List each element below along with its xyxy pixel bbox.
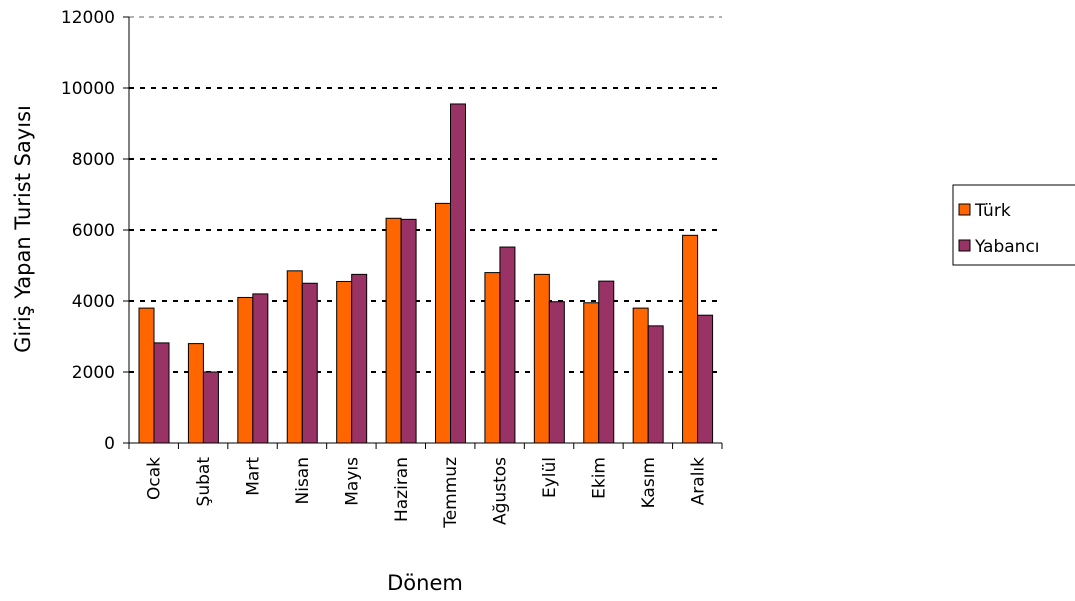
y-tick-label: 0	[104, 434, 115, 454]
bar-yabanci-mayis	[351, 273, 368, 444]
y-tick-label: 4000	[72, 292, 115, 312]
axes	[123, 16, 723, 449]
y-tick-label: 8000	[72, 150, 115, 170]
bar-turk-temmuz	[435, 202, 451, 444]
y-tick-label: 6000	[72, 221, 115, 241]
bar-turk-ocak	[138, 307, 155, 444]
legend-label-yabanci: Yabancı	[974, 237, 1040, 257]
bar-turk-subat	[187, 343, 204, 444]
bar-yabanci-eylul	[548, 301, 565, 444]
bar-yabanci-mart	[252, 293, 269, 444]
bar-yabanci-temmuz	[450, 103, 466, 444]
x-category-label: Mart	[244, 457, 264, 496]
x-category-label: Temmuz	[441, 457, 461, 529]
y-tick-label: 12000	[61, 8, 115, 28]
bar-turk-haziran	[385, 217, 402, 444]
bar-yabanci-nisan	[301, 282, 318, 444]
x-category-label: Ekim	[589, 457, 609, 499]
y-axis-title: Giriş Yapan Turist Sayısı	[11, 105, 35, 353]
legend-swatch-turk	[958, 203, 971, 216]
bar-turk-mayis	[336, 280, 353, 444]
bar-yabanci-kasim	[647, 325, 664, 444]
x-axis-title: Dönem	[387, 571, 463, 595]
x-category-label: Aralık	[688, 457, 708, 505]
legend: Türk Yabancı	[952, 184, 1075, 266]
bar-turk-eylul	[533, 273, 550, 444]
bar-turk-aralik	[682, 234, 699, 444]
bar-turk-nisan	[286, 270, 303, 444]
x-category-labels: Ocak Şubat Mart Nisan Mayıs Haziran Temmuz Ağus…	[145, 457, 709, 529]
bar-yabanci-subat	[202, 371, 219, 444]
bar-turk-mart	[237, 296, 254, 444]
bar-turk-agustos	[484, 272, 501, 444]
bar-yabanci-ocak	[153, 342, 170, 444]
x-category-label: Haziran	[392, 457, 412, 522]
bar-yabanci-aralik	[697, 314, 714, 444]
x-category-label: Eylül	[540, 457, 560, 498]
bar-yabanci-ekim	[598, 280, 615, 444]
legend-frame	[952, 184, 1075, 266]
x-category-label: Nisan	[293, 457, 313, 505]
x-category-label: Kasım	[639, 457, 659, 508]
legend-swatch-yabanci	[958, 239, 971, 252]
bar-turk-kasim	[632, 307, 649, 444]
gridlines	[129, 16, 722, 373]
y-tick-label: 10000	[61, 79, 115, 99]
legend-label-turk: Türk	[974, 201, 1011, 221]
y-tick-label: 2000	[72, 363, 115, 383]
bar-turk-ekim	[583, 302, 600, 444]
x-category-label: Ocak	[145, 457, 165, 500]
x-category-label: Ağustos	[491, 457, 511, 525]
bar-yabanci-haziran	[400, 218, 417, 444]
bars	[138, 103, 714, 444]
x-category-label: Şubat	[194, 457, 214, 507]
bar-yabanci-agustos	[499, 246, 516, 444]
x-category-label: Mayıs	[342, 457, 362, 506]
y-tick-labels: 0 2000 4000 6000 8000 10000 12000	[61, 8, 115, 454]
